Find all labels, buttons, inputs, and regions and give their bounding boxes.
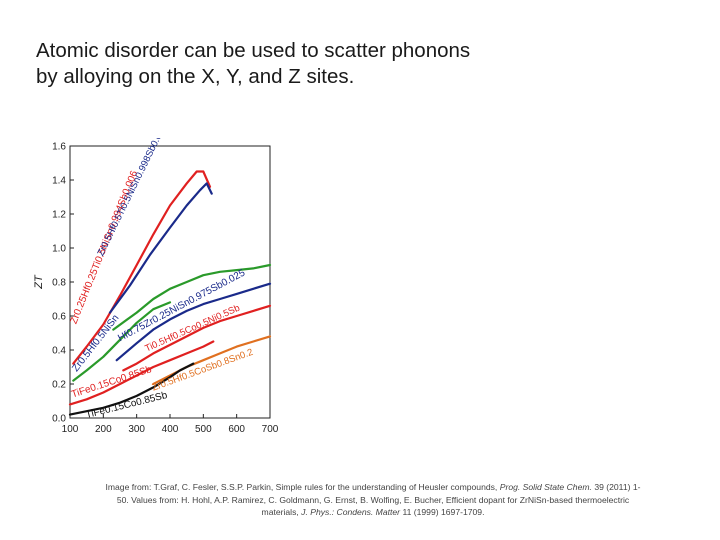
caption-line-3-end: 11 (1999) 1697-1709.: [402, 507, 485, 517]
series-line-2: [108, 182, 213, 314]
series-line-9: [68, 362, 195, 416]
x-tick-label: 200: [95, 424, 112, 435]
series-line-8: [68, 340, 215, 406]
x-tick-label: 500: [195, 424, 212, 435]
caption-line-2: 50. Values from: H. Hohl, A.P. Ramirez, …: [116, 494, 630, 505]
y-tick-label: 1.6: [52, 142, 66, 153]
y-tick-label: 0.8: [52, 278, 66, 289]
zt-chart-svg: 0.0 0.2 0.4 0.6 0.8 1.0 1.2 1.4 1.6 100 200 300 400 5…: [33, 138, 279, 435]
caption-journal-1: Prog. Solid State Chem.: [499, 482, 592, 492]
x-tick-label: 700: [262, 424, 279, 435]
y-tick-label: 1.2: [52, 210, 66, 221]
caption-journal-2: J. Phys.: Condens. Matter: [301, 507, 401, 517]
series-line-6: [122, 304, 272, 372]
slide-title-line-2: by alloying on the X, Y, and Z sites.: [36, 65, 355, 88]
series-line-5: [115, 282, 272, 362]
caption-line-1-end: 39 (2011) 1-: [594, 482, 641, 492]
x-tick-label: 400: [162, 424, 179, 435]
zt-chart: 0.0 0.2 0.4 0.6 0.8 1.0 1.2 1.4 1.6 100 200 300 400 5…: [28, 138, 288, 438]
caption-line-1: Image from: T.Graf, C. Fesler, S.S.P. Pa…: [58, 481, 688, 494]
y-tick-label: 1.0: [52, 244, 66, 255]
series-line-4: [72, 301, 172, 382]
x-tick-label: 300: [128, 424, 145, 435]
y-tick-label: 0.2: [52, 380, 66, 391]
x-tick-label: 100: [62, 424, 79, 435]
slide-title: Atomic disorder can be used to scatter p…: [36, 38, 656, 90]
figure-caption: Image from: T.Graf, C. Fesler, S.S.P. Pa…: [58, 481, 688, 519]
y-tick-label: 1.4: [52, 176, 66, 187]
caption-line-1-text: Image from: T.Graf, C. Fesler, S.S.P. Pa…: [105, 482, 498, 492]
y-axis-label: ZT: [33, 274, 45, 290]
slide-title-line-1: Atomic disorder can be used to scatter p…: [36, 39, 471, 62]
y-tick-label: 0.0: [52, 414, 66, 425]
series-line-3: [112, 263, 272, 331]
y-tick-label: 0.6: [52, 312, 66, 323]
x-tick-label: 600: [228, 424, 245, 435]
caption-line-3-text: materials,: [261, 507, 299, 517]
caption-line-3: materials, J. Phys.: Condens. Matter 11 …: [58, 506, 688, 519]
plot-frame: [69, 145, 271, 419]
series-line-1: [72, 170, 212, 365]
y-tick-label: 0.4: [52, 346, 66, 357]
